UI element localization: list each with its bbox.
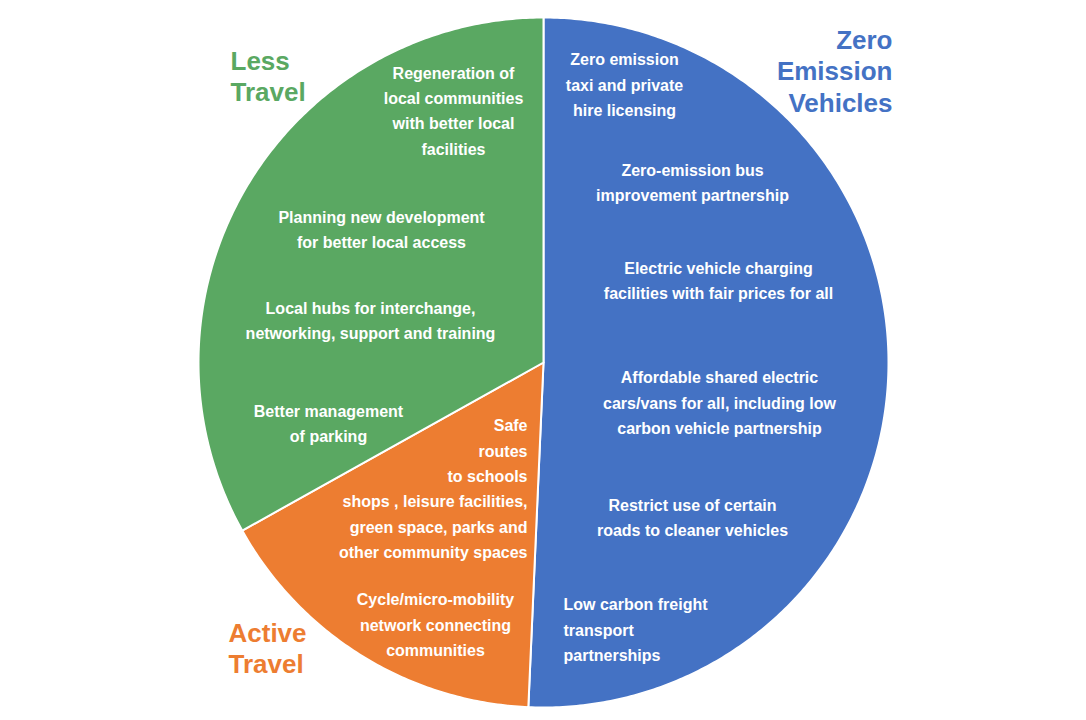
svg-text:ZeroEmissionVehicles: ZeroEmissionVehicles [777, 25, 893, 117]
svg-text:Zero-emission busimprovement p: Zero-emission busimprovement partnership [596, 162, 789, 204]
svg-text:Low carbon freighttransportpar: Low carbon freighttransportpartnerships [564, 596, 709, 664]
svg-text:Regeneration oflocal communiti: Regeneration oflocal communitieswith bet… [384, 65, 524, 158]
svg-text:Restrict use of certainroads t: Restrict use of certainroads to cleaner … [597, 497, 788, 539]
svg-text:Electric vehicle chargingfacil: Electric vehicle chargingfacilities with… [604, 260, 833, 302]
svg-text:Better managementof parking: Better managementof parking [254, 403, 404, 445]
svg-text:Affordable shared electriccars: Affordable shared electriccars/vans for … [603, 369, 837, 437]
svg-text:Saferoutesto schoolsshops , le: Saferoutesto schoolsshops , leisure faci… [339, 417, 528, 560]
svg-text:Cycle/micro-mobilitynetwork co: Cycle/micro-mobilitynetwork connectingco… [357, 591, 514, 659]
svg-text:LessTravel: LessTravel [231, 46, 306, 107]
svg-text:ActiveTravel: ActiveTravel [229, 618, 307, 679]
svg-text:Planning new developmentfor be: Planning new developmentfor better local… [278, 209, 485, 251]
svg-text:Zero emissiontaxi and privateh: Zero emissiontaxi and privatehire licens… [566, 51, 683, 119]
svg-text:Local hubs for interchange,net: Local hubs for interchange,networking, s… [246, 300, 496, 342]
